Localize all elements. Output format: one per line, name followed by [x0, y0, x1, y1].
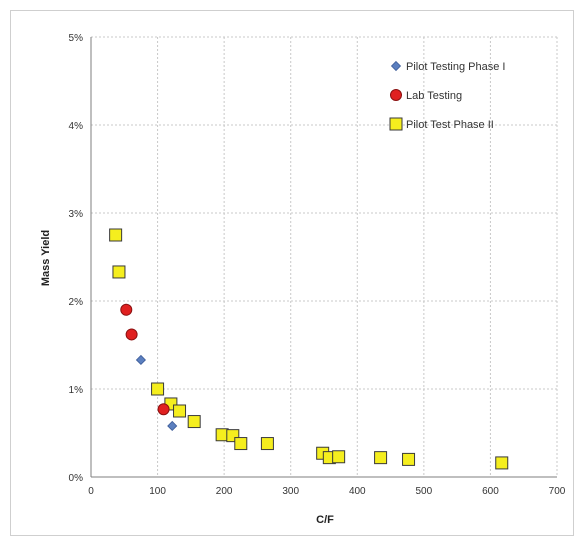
x-axis-title: C/F	[316, 514, 334, 526]
square-data-point	[109, 228, 123, 242]
legend: Pilot Testing Phase I Lab Testing Pilot Te…	[389, 60, 505, 131]
square-data-point	[332, 450, 346, 464]
legend-label: Pilot Test Phase II	[406, 119, 494, 131]
y-axis-title: Mass Yield	[40, 230, 52, 286]
square-data-point	[151, 382, 165, 396]
y-tick-label: 4%	[69, 121, 84, 132]
legend-label: Lab Testing	[406, 90, 462, 102]
y-tick-label: 3%	[69, 209, 84, 220]
square-data-point	[402, 452, 416, 466]
circle-data-point	[125, 328, 138, 341]
diamond-data-point	[135, 354, 146, 366]
x-tick-label: 0	[88, 486, 94, 497]
x-tick-label: 600	[482, 486, 499, 497]
x-tick-label: 700	[549, 486, 566, 497]
square-data-point	[234, 437, 248, 451]
legend-marker	[390, 89, 402, 101]
square-data-point	[173, 404, 187, 418]
x-tick-label: 500	[416, 486, 433, 497]
square-data-point	[374, 451, 388, 465]
circle-data-point	[157, 403, 170, 416]
legend-marker	[390, 60, 402, 72]
points-layer	[109, 228, 509, 470]
axis-layer: 0 100 200 300 400 500 600 700 0% 1% 2% 3% 4% 5%	[69, 33, 566, 497]
x-tick-label: 300	[282, 486, 299, 497]
square-data-point	[187, 415, 201, 429]
square-data-point	[260, 437, 274, 451]
y-tick-label: 1%	[69, 385, 84, 396]
legend-marker	[389, 117, 403, 131]
y-tick-label: 0%	[69, 473, 84, 484]
y-tick-label: 2%	[69, 297, 84, 308]
circle-data-point	[120, 303, 133, 316]
x-tick-label: 100	[149, 486, 166, 497]
legend-label: Pilot Testing Phase I	[406, 61, 505, 73]
square-data-point	[112, 265, 126, 279]
diamond-data-point	[167, 420, 178, 432]
x-tick-label: 200	[216, 486, 233, 497]
x-tick-label: 400	[349, 486, 366, 497]
square-data-point	[495, 456, 509, 470]
y-tick-label: 5%	[69, 33, 84, 44]
